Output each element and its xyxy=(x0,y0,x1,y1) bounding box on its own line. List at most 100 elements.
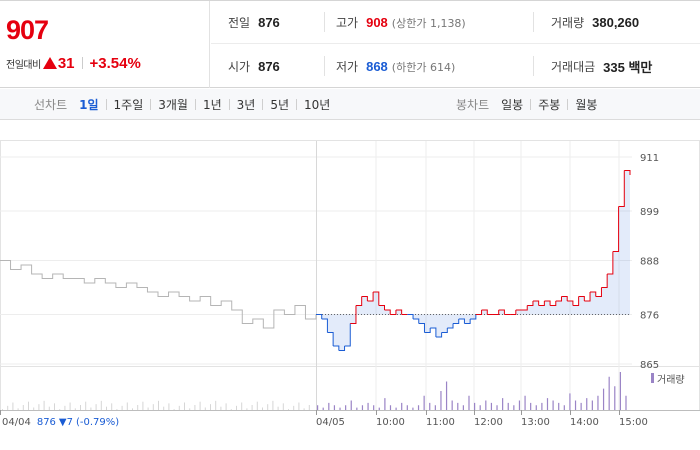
previous-volume-bar xyxy=(22,405,24,410)
previous-volume-bar xyxy=(33,407,35,410)
previous-volume-bar xyxy=(293,405,295,410)
x-tick-label: 13:00 xyxy=(521,417,550,428)
tab-1day[interactable]: 1일 xyxy=(79,97,99,112)
volume-bar xyxy=(423,395,425,410)
previous-volume-bar xyxy=(303,408,305,410)
tab-1week[interactable]: 1주일 xyxy=(113,97,144,112)
previous-volume-bar xyxy=(173,409,175,410)
previous-volume-bar xyxy=(210,404,211,410)
previous-volume-bar xyxy=(267,404,269,410)
today-line-segment xyxy=(572,296,580,306)
previous-volume-bar xyxy=(256,401,258,410)
y-tick-label: 888 xyxy=(640,257,659,268)
volume-bar xyxy=(389,405,392,410)
y-tick-label: 865 xyxy=(640,360,659,371)
volume-bar xyxy=(541,402,543,410)
volume-legend: 거래량 xyxy=(651,371,685,386)
previous-volume-bar xyxy=(48,406,50,410)
today-line-segment xyxy=(424,328,431,333)
tab-3month[interactable]: 3개월 xyxy=(158,97,188,112)
previous-volume-bar xyxy=(64,405,66,410)
today-line-segment xyxy=(395,309,403,315)
previous-volume-bar xyxy=(241,402,243,410)
volume-bar xyxy=(507,402,509,410)
tab-daily[interactable]: 일봉 xyxy=(501,97,524,112)
volume-bar xyxy=(317,405,319,410)
previous-volume-bar xyxy=(12,402,14,410)
today-line-segment xyxy=(333,345,340,351)
previous-volume-bar xyxy=(106,406,107,410)
x-tick-label: 04/05 xyxy=(316,417,345,428)
today-line-segment xyxy=(384,309,391,315)
stat-value: 868 xyxy=(366,59,388,74)
today-line-segment xyxy=(418,323,425,333)
stat-volume: 거래량 380,260 xyxy=(551,1,639,44)
volume-bar xyxy=(485,400,487,410)
volume-bar xyxy=(457,402,459,410)
tab-3year[interactable]: 3년 xyxy=(236,97,256,112)
tab-10year[interactable]: 10년 xyxy=(304,97,331,112)
divider xyxy=(296,98,298,110)
today-line-segment xyxy=(458,318,465,324)
today-line-segment xyxy=(624,170,631,175)
previous-volume-bar xyxy=(69,402,71,410)
tab-weekly[interactable]: 주봉 xyxy=(538,97,561,112)
stat-label: 시가 xyxy=(228,60,251,74)
volume-bar xyxy=(479,405,481,410)
previous-volume-bar xyxy=(111,403,113,410)
volume-bar xyxy=(440,391,442,410)
volume-bar xyxy=(496,405,498,410)
today-line-segment xyxy=(338,346,346,351)
tab-monthly[interactable]: 월봉 xyxy=(575,97,598,112)
previous-volume-bar xyxy=(282,403,284,410)
today-area-down xyxy=(407,314,471,337)
today-line-segment xyxy=(601,274,608,288)
change-label: 전일대비 xyxy=(6,59,41,71)
previous-volume-bar xyxy=(308,405,310,410)
stat-low: 저가 868 (하한가 614) xyxy=(336,45,455,88)
volume-legend-swatch xyxy=(651,373,654,383)
previous-volume-bar xyxy=(132,408,133,410)
line-chart-tabs: 선차트 1일 1주일 3개월 1년 3년 5년 10년 xyxy=(34,89,332,119)
today-line-segment xyxy=(544,300,551,306)
volume-bar xyxy=(445,381,448,410)
stat-value: 908 xyxy=(366,15,388,30)
stat-grid: 전일 876 고가 908 (상한가 1,138) 거래량 380,260 시가 xyxy=(211,1,700,88)
tab-5year[interactable]: 5년 xyxy=(270,97,290,112)
tab-1year[interactable]: 1년 xyxy=(202,97,222,112)
today-line-segment xyxy=(527,301,534,306)
intraday-chart[interactable]: 911 899 888 876 865 04/05 10:00 11:00 12:00 13:00… xyxy=(0,120,700,450)
volume-bar xyxy=(367,402,369,410)
today-line-segment xyxy=(521,305,528,311)
previous-volume-bar xyxy=(80,405,81,410)
today-line-segment xyxy=(435,332,443,338)
stat-value: 380,260 xyxy=(592,15,640,30)
today-line-segment xyxy=(567,300,574,306)
today-line-segment xyxy=(481,309,488,315)
y-tick-label: 911 xyxy=(640,153,659,164)
previous-volume-bar xyxy=(184,402,185,410)
volume-bar xyxy=(378,407,380,410)
previous-volume-bar xyxy=(246,408,248,410)
divider xyxy=(194,98,196,110)
today-line-segment xyxy=(447,323,454,329)
stat-row-2: 시가 876 저가 868 (하한가 614) 거래대금 335 백만 xyxy=(211,45,700,88)
today-line-segment xyxy=(618,170,625,207)
volume-bar xyxy=(401,402,403,410)
previous-volume-bar xyxy=(38,404,40,410)
previous-volume-bar xyxy=(147,407,149,410)
volume-legend-label: 거래량 xyxy=(657,374,685,386)
volume-bar xyxy=(591,400,593,410)
today-area-down xyxy=(470,170,630,319)
previous-volume-bar xyxy=(298,402,300,410)
previous-volume-bar xyxy=(168,403,170,410)
volume-bar xyxy=(608,376,610,410)
volume-bar xyxy=(333,405,336,410)
volume-bar xyxy=(429,402,431,410)
today-line-segment xyxy=(407,314,414,319)
previous-volume-bar xyxy=(137,405,139,410)
previous-volume-bar xyxy=(74,408,76,410)
previous-volume-bar xyxy=(251,405,253,410)
volume-bar xyxy=(350,400,352,410)
line-chart-title: 선차트 xyxy=(34,97,68,112)
